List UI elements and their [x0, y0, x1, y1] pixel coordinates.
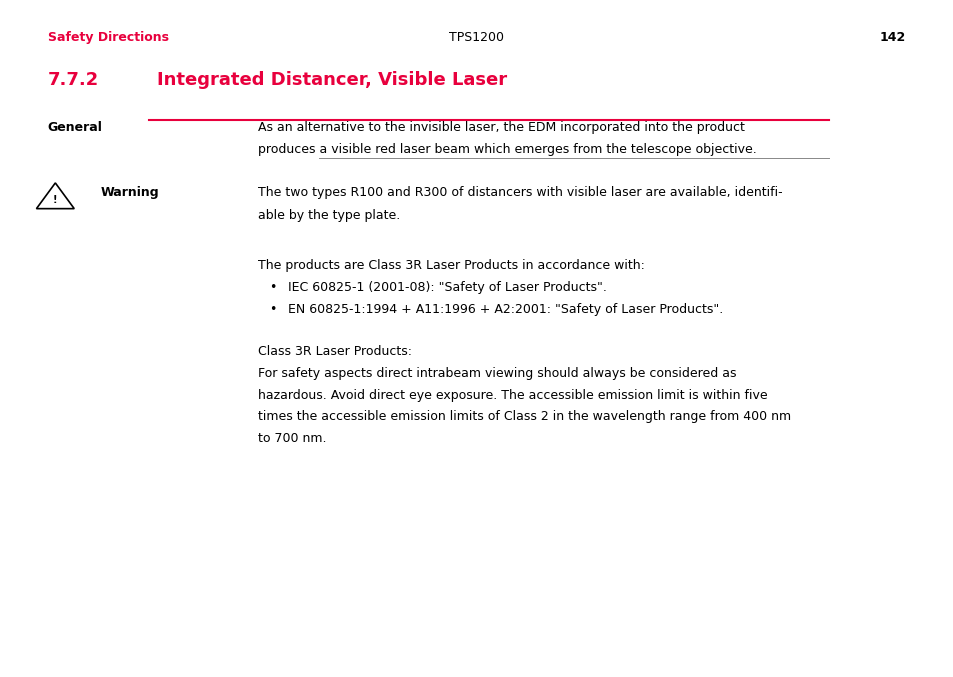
- Text: As an alternative to the invisible laser, the EDM incorporated into the product: As an alternative to the invisible laser…: [257, 121, 743, 133]
- Text: hazardous. Avoid direct eye exposure. The accessible emission limit is within fi: hazardous. Avoid direct eye exposure. Th…: [257, 389, 766, 401]
- Text: able by the type plate.: able by the type plate.: [257, 209, 399, 221]
- Text: •: •: [269, 303, 276, 316]
- Text: produces a visible red laser beam which emerges from the telescope objective.: produces a visible red laser beam which …: [257, 143, 756, 156]
- Text: IEC 60825-1 (2001-08): "Safety of Laser Products".: IEC 60825-1 (2001-08): "Safety of Laser …: [288, 281, 606, 294]
- Text: Safety Directions: Safety Directions: [48, 31, 169, 44]
- Text: For safety aspects direct intrabeam viewing should always be considered as: For safety aspects direct intrabeam view…: [257, 367, 736, 380]
- Text: !: !: [53, 196, 57, 205]
- Text: 7.7.2: 7.7.2: [48, 71, 99, 89]
- Text: Warning: Warning: [100, 186, 158, 199]
- Text: to 700 nm.: to 700 nm.: [257, 432, 326, 445]
- Text: •: •: [269, 281, 276, 294]
- Text: The products are Class 3R Laser Products in accordance with:: The products are Class 3R Laser Products…: [257, 259, 644, 271]
- Text: 142: 142: [879, 31, 905, 44]
- Text: The two types R100 and R300 of distancers with visible laser are available, iden: The two types R100 and R300 of distancer…: [257, 186, 781, 199]
- Text: Integrated Distancer, Visible Laser: Integrated Distancer, Visible Laser: [157, 71, 507, 89]
- Text: times the accessible emission limits of Class 2 in the wavelength range from 400: times the accessible emission limits of …: [257, 410, 790, 423]
- Text: TPS1200: TPS1200: [449, 31, 504, 44]
- Text: General: General: [48, 121, 103, 133]
- Text: EN 60825-1:1994 + A11:1996 + A2:2001: "Safety of Laser Products".: EN 60825-1:1994 + A11:1996 + A2:2001: "S…: [288, 303, 722, 316]
- Text: Class 3R Laser Products:: Class 3R Laser Products:: [257, 345, 411, 358]
